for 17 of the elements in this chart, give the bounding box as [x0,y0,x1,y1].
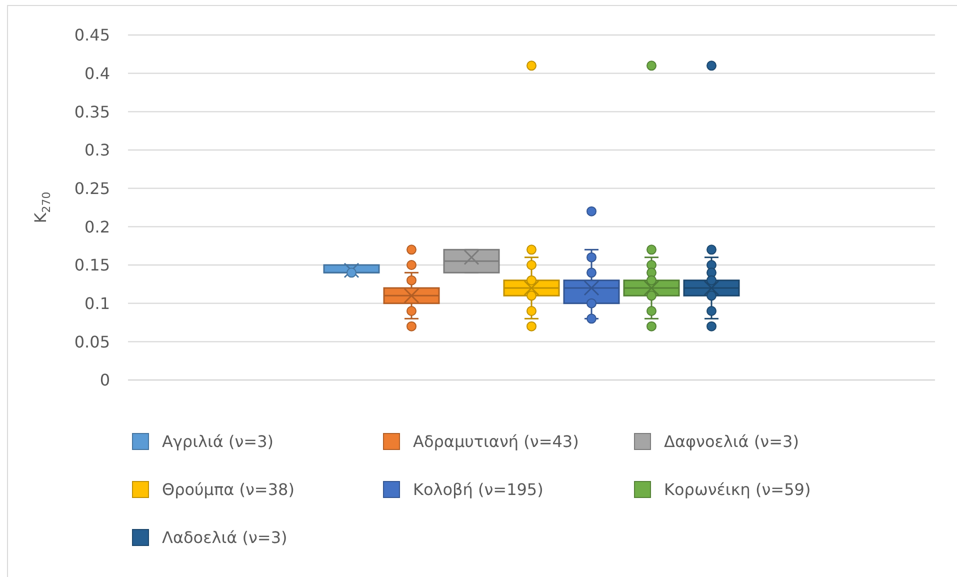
y-tick-label: 0.45 [74,26,110,45]
y-tick-label: 0.25 [74,179,110,198]
legend-label: Αγριλιά (ν=3) [162,432,274,450]
y-tick-label: 0.3 [84,140,110,160]
y-tick-label: 0.1 [84,294,110,314]
legend-label: Θρούμπα (ν=38) [162,480,294,498]
y-tick-label: 0 [100,370,110,390]
y-tick-label: 0.35 [74,102,110,122]
y-tick-label: 0.2 [84,217,110,236]
legend-label: Αδραμυτιανή (ν=43) [413,432,579,450]
y-tick-label: 0.05 [74,332,110,352]
legend-label: Κολοβή (ν=195) [413,480,544,498]
legend-label: Λαδοελιά (ν=3) [162,528,288,546]
y-tick-label: 0.4 [84,64,110,84]
legend-label: Δαφνοελιά (ν=3) [664,432,799,450]
legend-label: Κορωνέικη (ν=59) [664,480,811,498]
y-tick-label: 0.15 [74,256,110,275]
